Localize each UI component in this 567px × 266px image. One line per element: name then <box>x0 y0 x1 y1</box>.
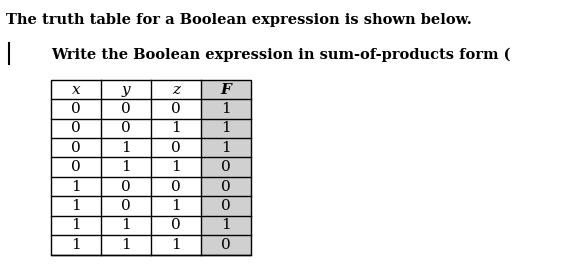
Text: 1: 1 <box>171 199 181 213</box>
Text: 0: 0 <box>221 160 231 174</box>
Text: 1: 1 <box>71 180 81 194</box>
Text: 0: 0 <box>171 218 181 232</box>
Text: 0: 0 <box>171 141 181 155</box>
Text: 1: 1 <box>221 102 231 116</box>
Text: 0: 0 <box>121 180 131 194</box>
Text: F: F <box>220 82 231 97</box>
Text: 1: 1 <box>221 218 231 232</box>
Text: 0: 0 <box>71 160 81 174</box>
Text: 0: 0 <box>221 199 231 213</box>
Text: 0: 0 <box>71 141 81 155</box>
Text: 1: 1 <box>221 141 231 155</box>
Text: 1: 1 <box>221 121 231 135</box>
Text: 1: 1 <box>171 160 181 174</box>
Text: 0: 0 <box>121 102 131 116</box>
Text: 1: 1 <box>171 238 181 252</box>
Text: 0: 0 <box>171 180 181 194</box>
Text: 0: 0 <box>171 102 181 116</box>
Text: 1: 1 <box>71 218 81 232</box>
Text: x: x <box>71 82 81 97</box>
Text: 1: 1 <box>71 199 81 213</box>
Text: 1: 1 <box>121 238 131 252</box>
Text: 0: 0 <box>71 121 81 135</box>
Text: y: y <box>121 82 130 97</box>
Text: 0: 0 <box>121 199 131 213</box>
Text: 1: 1 <box>71 238 81 252</box>
Text: Write the Boolean expression in sum-of-products form (: Write the Boolean expression in sum-of-p… <box>51 48 510 62</box>
Text: 1: 1 <box>121 141 131 155</box>
Bar <box>201 80 251 255</box>
Text: 0: 0 <box>221 180 231 194</box>
Text: 0: 0 <box>71 102 81 116</box>
Text: 1: 1 <box>121 160 131 174</box>
Text: 1: 1 <box>171 121 181 135</box>
Text: z: z <box>172 82 180 97</box>
Text: 1: 1 <box>121 218 131 232</box>
Text: 0: 0 <box>121 121 131 135</box>
Text: The truth table for a Boolean expression is shown below.: The truth table for a Boolean expression… <box>6 13 471 27</box>
Text: 0: 0 <box>221 238 231 252</box>
